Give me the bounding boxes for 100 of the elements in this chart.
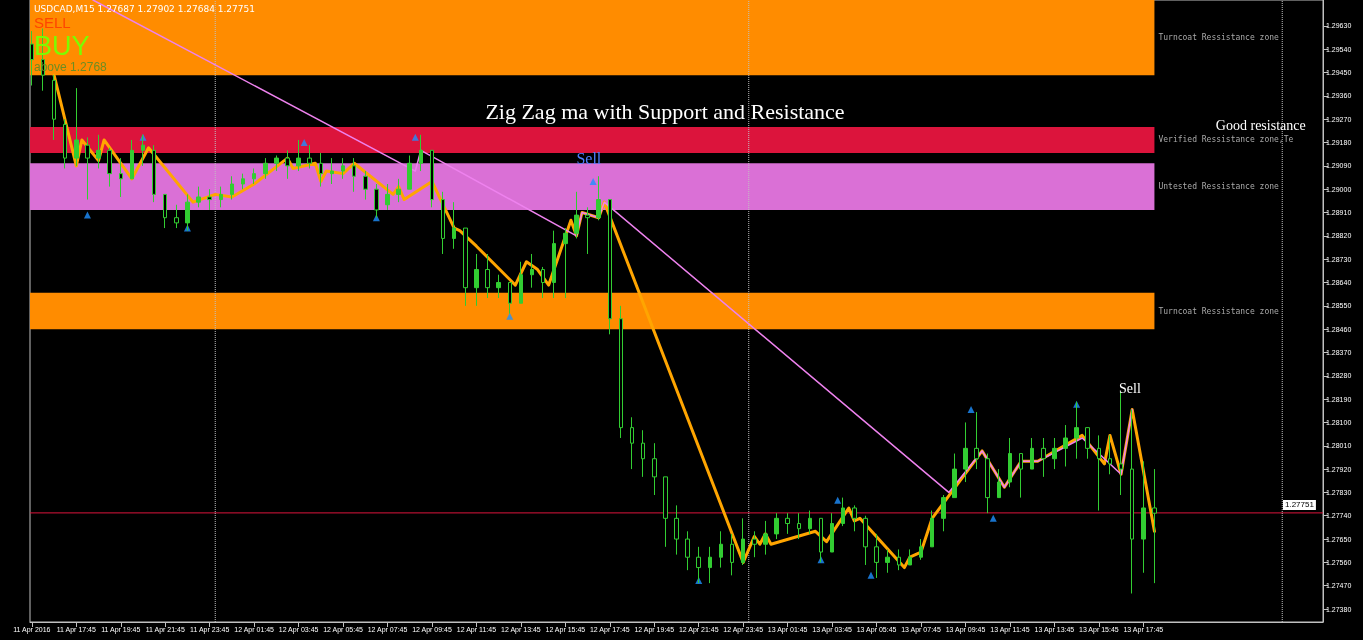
candlestick bbox=[330, 157, 334, 185]
candlestick bbox=[163, 193, 167, 229]
candlestick bbox=[985, 453, 990, 514]
candlestick bbox=[485, 253, 490, 299]
candlestick bbox=[419, 134, 423, 172]
candlestick bbox=[774, 512, 779, 540]
candlestick bbox=[997, 468, 1001, 499]
candlestick bbox=[1052, 437, 1057, 470]
candlestick bbox=[74, 87, 79, 167]
candlestick bbox=[85, 136, 90, 201]
candlestick bbox=[174, 204, 179, 229]
point bbox=[989, 514, 997, 522]
candlestick bbox=[285, 149, 290, 180]
candlestick bbox=[641, 429, 645, 478]
candlestick bbox=[474, 253, 479, 307]
candlestick bbox=[496, 274, 501, 299]
candlestick bbox=[919, 538, 923, 561]
candlestick bbox=[708, 546, 712, 584]
candlestick bbox=[1019, 453, 1023, 499]
candlestick bbox=[463, 227, 468, 307]
candlestick bbox=[152, 144, 156, 203]
candlestick bbox=[808, 510, 812, 535]
point bbox=[83, 211, 91, 219]
band-label: Untested Ressistance zone bbox=[1158, 182, 1280, 192]
candlestick bbox=[374, 183, 379, 219]
candlestick bbox=[1152, 468, 1157, 584]
candlestick bbox=[307, 144, 312, 169]
candlestick bbox=[908, 548, 912, 566]
candlestick bbox=[685, 530, 690, 571]
candlestick bbox=[219, 186, 223, 208]
candlestick bbox=[341, 157, 345, 180]
candlestick bbox=[396, 178, 401, 203]
candlestick bbox=[1130, 408, 1134, 594]
annotation: Sell bbox=[1119, 380, 1141, 396]
candlestick bbox=[1108, 434, 1112, 475]
candlestick bbox=[652, 442, 657, 496]
candlestick bbox=[96, 134, 101, 169]
candlestick bbox=[619, 305, 623, 439]
candlestick bbox=[207, 188, 212, 211]
candlestick bbox=[930, 510, 934, 548]
candlestick bbox=[596, 175, 601, 221]
candlestick bbox=[119, 157, 123, 198]
candlestick bbox=[263, 157, 268, 180]
candlestick bbox=[230, 175, 234, 201]
band-label: Verified Ressistance zone,Te bbox=[1158, 135, 1294, 145]
candlestick bbox=[252, 167, 256, 185]
band-label: Turncoat Ressistance zone bbox=[1158, 306, 1280, 316]
point bbox=[867, 571, 875, 579]
candlestick bbox=[830, 512, 834, 553]
candlestick bbox=[763, 520, 768, 556]
candlestick bbox=[863, 515, 868, 566]
candlestick bbox=[441, 191, 445, 255]
candlestick bbox=[874, 533, 879, 579]
candlestick bbox=[563, 227, 568, 299]
candlestick bbox=[785, 512, 790, 535]
point bbox=[589, 177, 597, 185]
candlestick bbox=[674, 504, 679, 556]
candlestick bbox=[752, 530, 757, 558]
point bbox=[300, 139, 308, 147]
candlestick bbox=[952, 453, 957, 499]
annotation: SELL bbox=[34, 14, 71, 31]
candlestick bbox=[897, 548, 901, 571]
point bbox=[834, 496, 842, 504]
candlestick bbox=[352, 157, 356, 193]
candlestick bbox=[941, 494, 946, 532]
candlestick bbox=[552, 230, 556, 299]
annotation: Good resistance bbox=[1215, 117, 1306, 133]
candlestick bbox=[130, 139, 134, 180]
candlestick bbox=[730, 533, 734, 576]
candlestick bbox=[107, 147, 112, 188]
candlestick bbox=[52, 74, 56, 141]
candlestick bbox=[1041, 437, 1046, 478]
point bbox=[411, 133, 419, 141]
candlestick bbox=[852, 504, 857, 532]
candlestick bbox=[1097, 434, 1101, 512]
candlestick bbox=[841, 497, 845, 527]
candlestick bbox=[274, 155, 279, 172]
candlestick bbox=[196, 186, 201, 208]
candlestick bbox=[663, 476, 668, 548]
band-label: Turncoat Ressistance zone bbox=[1158, 33, 1280, 43]
candlestick bbox=[885, 548, 890, 574]
candlestick bbox=[1085, 427, 1090, 460]
point bbox=[506, 312, 514, 320]
candlestick bbox=[63, 118, 67, 169]
candlestick bbox=[1008, 437, 1012, 488]
candlestick bbox=[541, 266, 545, 299]
candlestick bbox=[530, 253, 534, 289]
candlestick bbox=[630, 416, 634, 470]
candlestick bbox=[608, 199, 612, 335]
candlestick bbox=[797, 512, 801, 540]
candlestick bbox=[519, 261, 523, 304]
candlestick bbox=[1141, 460, 1146, 574]
candlestick bbox=[407, 155, 412, 190]
candlestick bbox=[585, 206, 590, 255]
candlestick bbox=[319, 152, 323, 188]
text: Zig Zag ma with Support and Resistance bbox=[485, 98, 845, 124]
candlestick bbox=[452, 201, 456, 250]
ref-line-label: 1.27751 bbox=[1285, 500, 1315, 510]
candlestick bbox=[719, 530, 723, 569]
candlestick bbox=[296, 139, 301, 172]
